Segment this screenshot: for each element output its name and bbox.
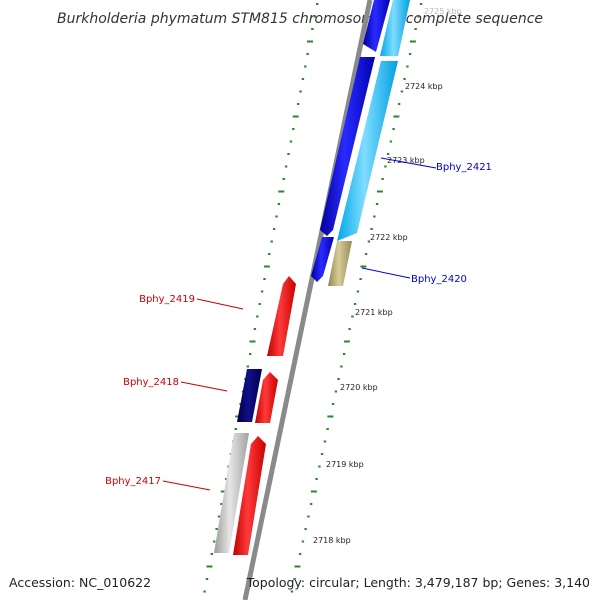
tick-label: 2721 kbp	[355, 308, 393, 317]
gene-blue-small	[311, 237, 334, 282]
tick-label: 2720 kbp	[340, 383, 378, 392]
tick-label: 2718 kbp	[313, 536, 351, 545]
tick-label: 2724 kbp	[405, 82, 443, 91]
gene-blue-top	[363, 0, 390, 52]
gene-label-bphy-2420: Bphy_2420	[411, 274, 467, 285]
gene-label-bphy-2418: Bphy_2418	[123, 377, 179, 388]
gene-bphy-2421-cyan	[337, 61, 398, 241]
tick-label: 2723 kbp	[387, 156, 425, 165]
leader-bphy-2420	[361, 267, 411, 279]
leader-bphy-2418	[180, 381, 228, 392]
right-tick-track	[290, 3, 423, 593]
leader-bphy-2417	[162, 480, 211, 491]
gene-label-bphy-2417: Bphy_2417	[105, 476, 161, 487]
gene-label-bphy-2419: Bphy_2419	[139, 294, 195, 305]
gene-bphy-2418-navy	[237, 369, 262, 422]
gene-cyan-top	[380, 0, 410, 56]
leader-bphy-2421	[380, 157, 437, 169]
left-tick-track	[203, 3, 319, 593]
tick-label: 2719 kbp	[326, 460, 364, 469]
gene-bphy-2421-blue	[320, 57, 375, 236]
tick-label: 2722 kbp	[370, 233, 408, 242]
leader-bphy-2419	[196, 298, 244, 310]
gene-bphy-2418-red	[255, 372, 278, 423]
chromosome-backbone	[242, 0, 373, 600]
gene-bphy-2417-grey	[214, 433, 249, 553]
gene-bphy-2417-red	[233, 436, 266, 555]
map-title: Burkholderia phymatum STM815 chromosome …	[57, 11, 543, 27]
gene-label-bphy-2421: Bphy_2421	[436, 162, 492, 173]
topology-text: Topology: circular; Length: 3,479,187 bp…	[246, 575, 590, 590]
accession-text: Accession: NC_010622	[9, 575, 151, 590]
gene-bphy-2419	[267, 276, 296, 356]
gene-bphy-2420	[328, 241, 352, 286]
tick-label: 2725 kbp	[424, 7, 462, 16]
kbp-tick-labels: 2725 kbp 2724 kbp 2723 kbp 2722 kbp 2721…	[313, 7, 462, 545]
